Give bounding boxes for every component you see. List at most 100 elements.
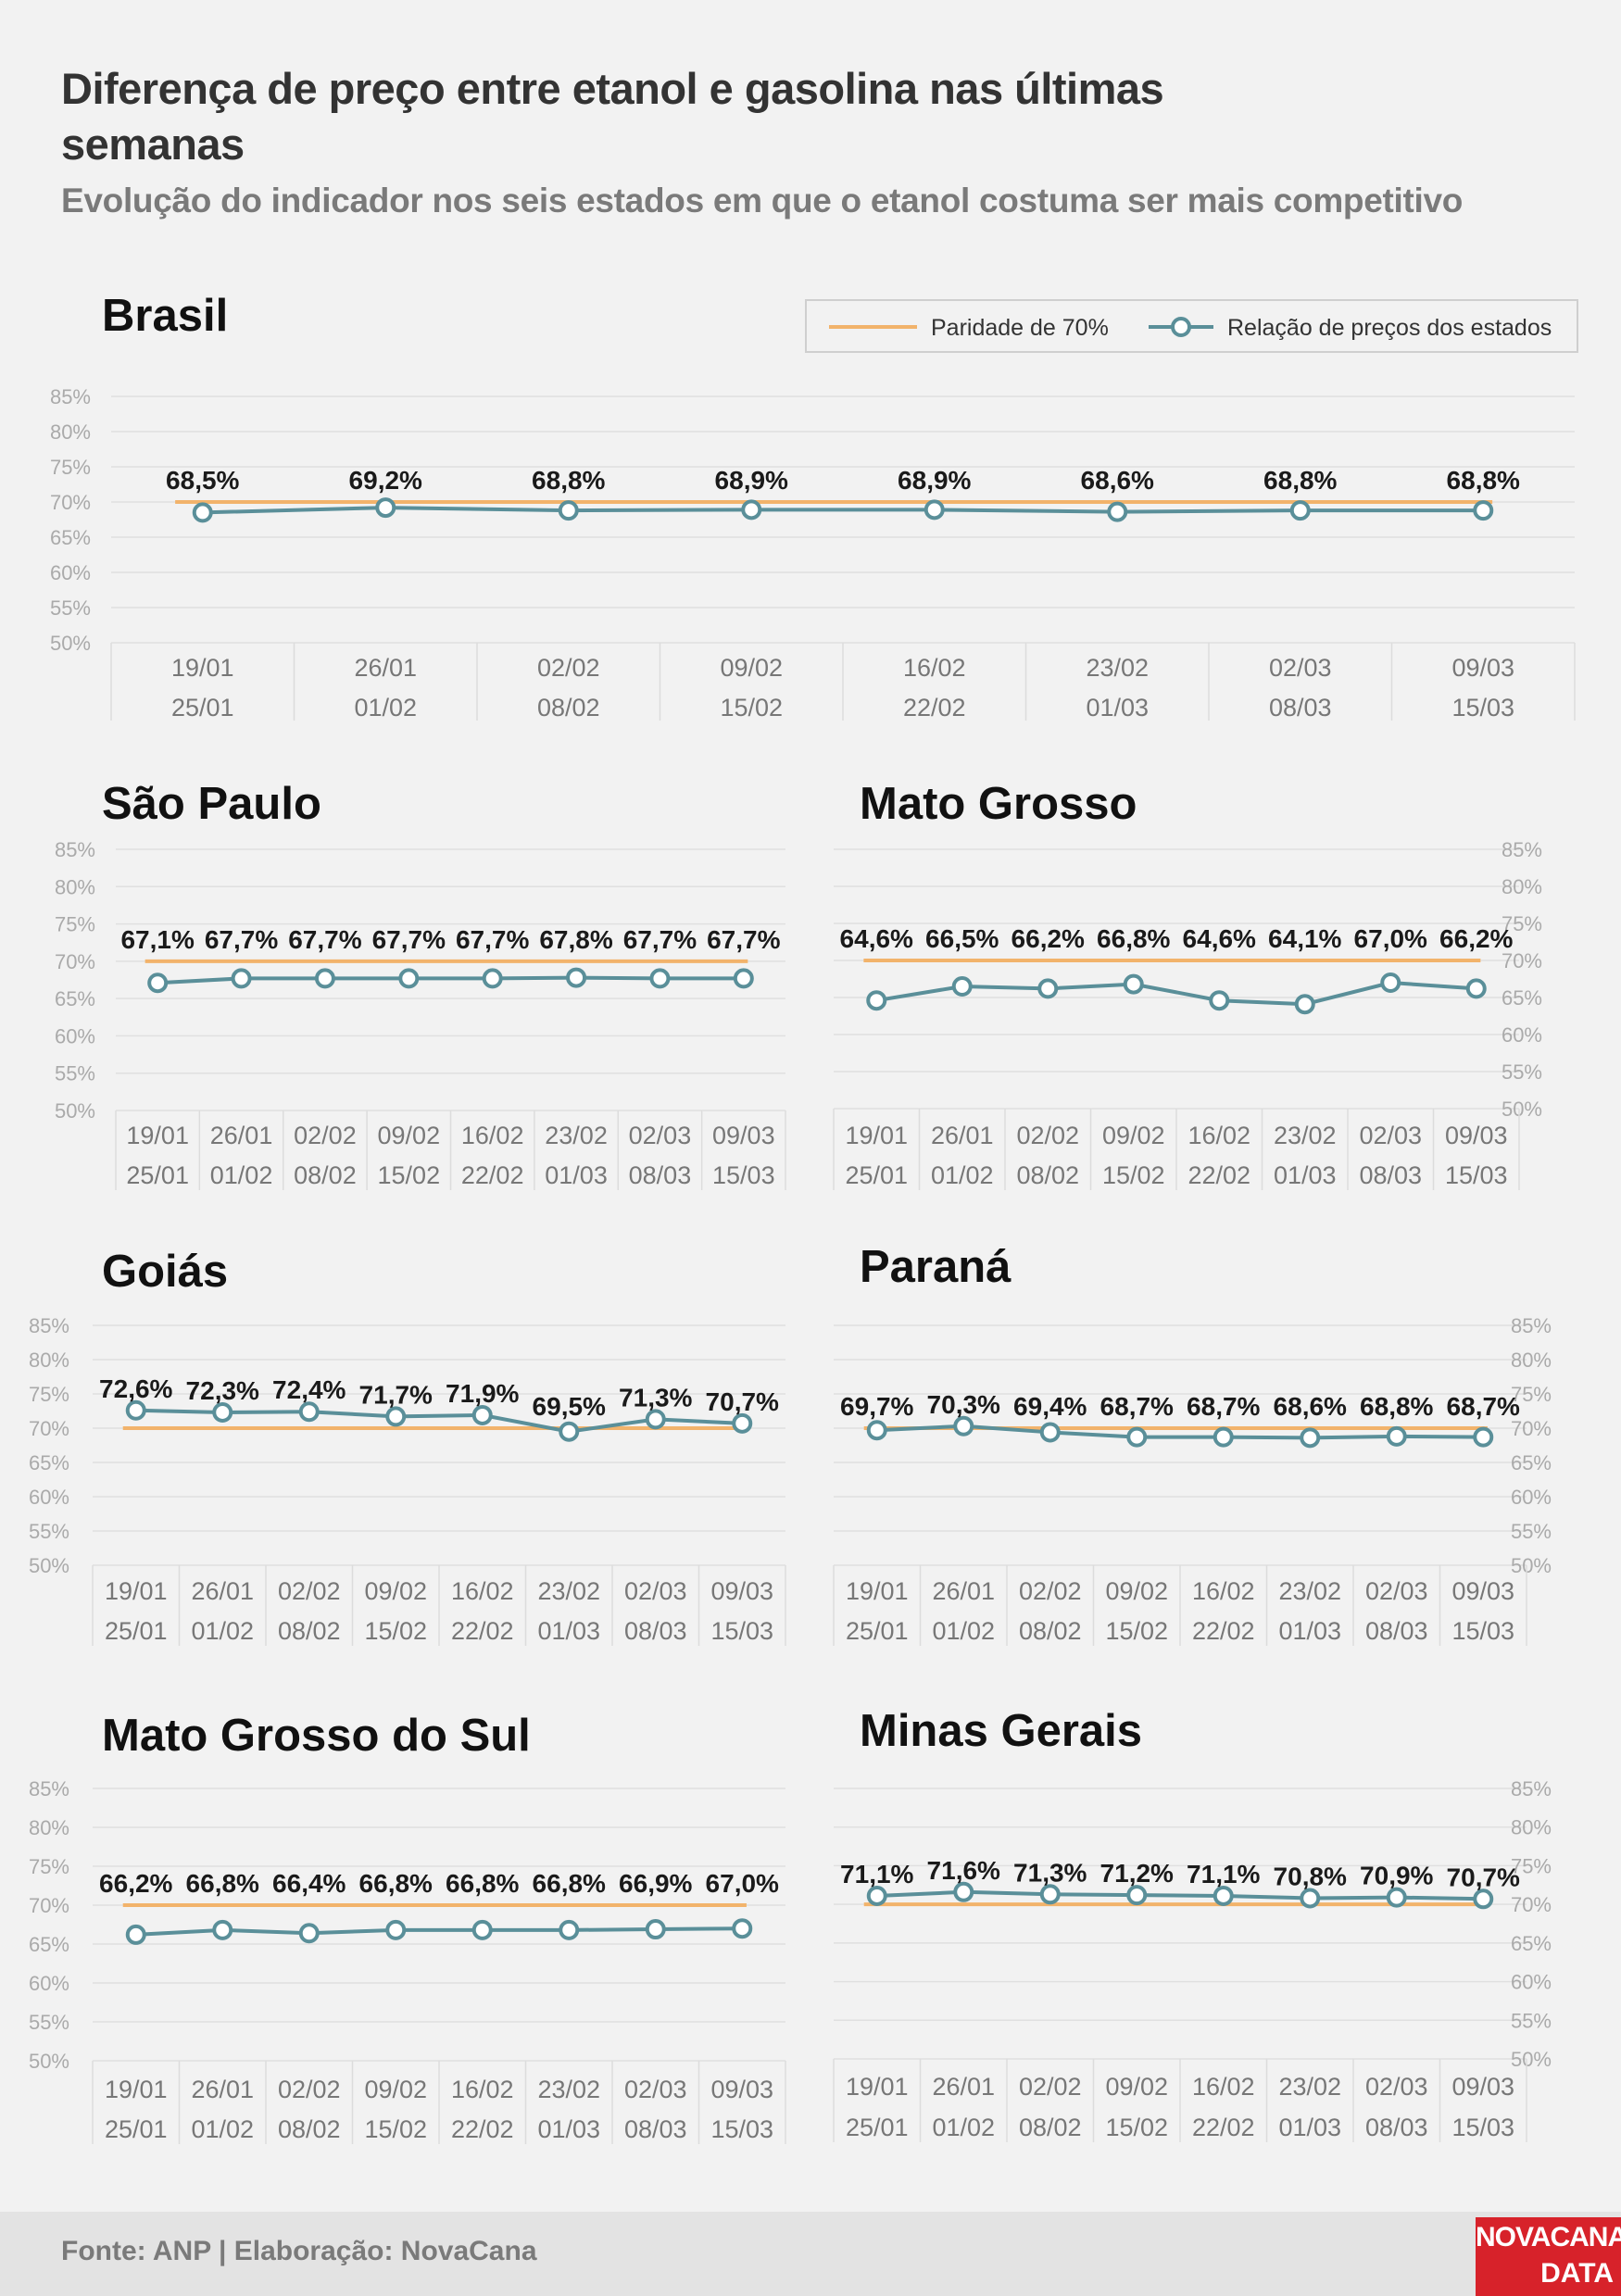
x-tick-label-start: 02/03 [624, 2076, 687, 2103]
x-tick-label-start: 02/03 [629, 1122, 692, 1149]
panel-title: Goiás [102, 1247, 228, 1297]
legend-parity-label: Paridade de 70% [931, 315, 1109, 341]
x-tick-label-end: 15/02 [720, 694, 783, 721]
x-tick-label-end: 25/01 [126, 1161, 189, 1189]
data-label: 64,6% [1183, 924, 1256, 953]
x-tick-label-end: 25/01 [846, 1617, 909, 1645]
x-tick-label-end: 25/01 [845, 1161, 908, 1189]
data-label: 66,5% [925, 924, 999, 953]
x-tick-label-start: 02/03 [1365, 1577, 1428, 1605]
data-point [1473, 1426, 1494, 1448]
y-tick-label: 55% [29, 1520, 69, 1543]
data-label: 67,8% [539, 925, 612, 954]
panel-title: Brasil [102, 291, 228, 341]
y-tick-label: 80% [29, 1816, 69, 1839]
x-tick-label-start: 23/02 [1086, 654, 1149, 682]
x-tick-label-start: 16/02 [903, 654, 966, 682]
data-label: 70,8% [1274, 1862, 1347, 1890]
x-tick-label-end: 08/02 [278, 2115, 341, 2143]
data-point [924, 499, 945, 521]
x-tick-label-end: 15/02 [364, 1617, 427, 1645]
data-point [471, 1404, 493, 1425]
data-point [212, 1919, 233, 1940]
x-tick-label-start: 19/01 [105, 1577, 168, 1605]
y-tick-label: 65% [29, 1933, 69, 1956]
data-point [1126, 1426, 1148, 1448]
data-point [866, 1885, 887, 1906]
data-point [385, 1919, 407, 1940]
y-tick-label: 60% [55, 1024, 95, 1048]
data-label: 70,7% [1447, 1863, 1520, 1891]
data-point [212, 1401, 233, 1423]
data-point [125, 1399, 146, 1421]
x-tick-label-start: 26/01 [932, 1577, 995, 1605]
data-point [645, 1409, 666, 1430]
y-tick-label: 65% [55, 987, 95, 1010]
x-tick-label-start: 09/03 [1451, 2073, 1514, 2101]
y-tick-label: 85% [55, 838, 95, 861]
x-tick-label-end: 08/02 [1019, 1617, 1082, 1645]
x-tick-label-start: 19/01 [171, 654, 234, 682]
x-tick-label-start: 09/02 [1105, 2073, 1168, 2101]
y-tick-label: 55% [1511, 2009, 1552, 2032]
data-point [298, 1923, 320, 1944]
novacana-logo: NOVACANA DATA [1476, 2217, 1621, 2296]
y-tick-label: 60% [50, 561, 91, 584]
x-tick-label-start: 23/02 [1278, 1577, 1341, 1605]
data-label: 70,7% [706, 1387, 779, 1416]
x-tick-label-end: 15/02 [1105, 1617, 1168, 1645]
x-tick-label-end: 08/03 [1359, 1161, 1422, 1189]
x-tick-label-end: 15/03 [712, 1161, 775, 1189]
data-label: 71,1% [840, 1860, 913, 1888]
x-tick-label-start: 16/02 [451, 1577, 514, 1605]
data-label: 66,2% [1439, 924, 1513, 953]
data-label: 69,7% [840, 1392, 913, 1421]
data-point [398, 968, 420, 989]
x-tick-label-start: 26/01 [191, 2076, 254, 2103]
y-tick-label: 50% [1502, 1098, 1542, 1121]
data-label: 67,7% [372, 925, 446, 954]
x-tick-label-end: 01/03 [1274, 1161, 1337, 1189]
data-point [385, 1406, 407, 1427]
x-tick-label-start: 02/03 [1359, 1122, 1422, 1149]
data-label: 67,0% [1354, 924, 1427, 953]
y-tick-label: 85% [50, 385, 91, 408]
x-tick-label-end: 01/02 [932, 2114, 995, 2141]
data-label: 66,9% [619, 1869, 692, 1898]
data-label: 71,3% [1013, 1858, 1087, 1887]
y-tick-label: 70% [1502, 949, 1542, 972]
x-tick-label-end: 01/03 [537, 1617, 600, 1645]
panel-title: São Paulo [102, 779, 321, 829]
x-tick-label-start: 16/02 [1187, 1122, 1250, 1149]
data-label: 71,3% [619, 1383, 692, 1411]
panel-title: Mato Grosso [860, 779, 1137, 829]
data-point [559, 1919, 580, 1940]
data-label: 68,8% [1360, 1392, 1433, 1421]
data-label: 71,6% [927, 1856, 1000, 1885]
data-point [559, 1421, 580, 1442]
x-tick-label-end: 25/01 [171, 694, 234, 721]
x-tick-label-end: 25/01 [105, 1617, 168, 1645]
data-label: 66,8% [1097, 924, 1170, 953]
data-point [649, 968, 671, 989]
chart-panel: Goiás 85% 80% 75% 70% 65% 60% 55% 50% 19/01 25/01 2… [29, 1247, 786, 1646]
y-tick-label: 60% [29, 1486, 69, 1509]
data-point [1289, 500, 1311, 521]
data-label: 71,9% [446, 1379, 519, 1408]
data-point [732, 1412, 753, 1434]
y-tick-label: 55% [55, 1062, 95, 1085]
x-tick-label-start: 19/01 [105, 2076, 168, 2103]
y-tick-label: 75% [1502, 912, 1542, 935]
y-tick-label: 85% [1502, 838, 1542, 861]
data-label: 68,9% [715, 466, 788, 495]
x-tick-label-end: 08/02 [1019, 2114, 1082, 2141]
data-point [1300, 1888, 1321, 1909]
data-label: 70,3% [927, 1390, 1000, 1419]
y-tick-label: 50% [1511, 2048, 1552, 2071]
x-tick-label-start: 09/03 [1451, 654, 1514, 682]
data-point [1465, 978, 1487, 999]
x-tick-label-end: 01/02 [932, 1617, 995, 1645]
chart-panel: Mato Grosso do Sul 85% 80% 75% 70% 65% 60% 55% 5… [29, 1711, 786, 2144]
data-label: 66,2% [99, 1869, 172, 1898]
data-label: 68,8% [532, 466, 605, 495]
